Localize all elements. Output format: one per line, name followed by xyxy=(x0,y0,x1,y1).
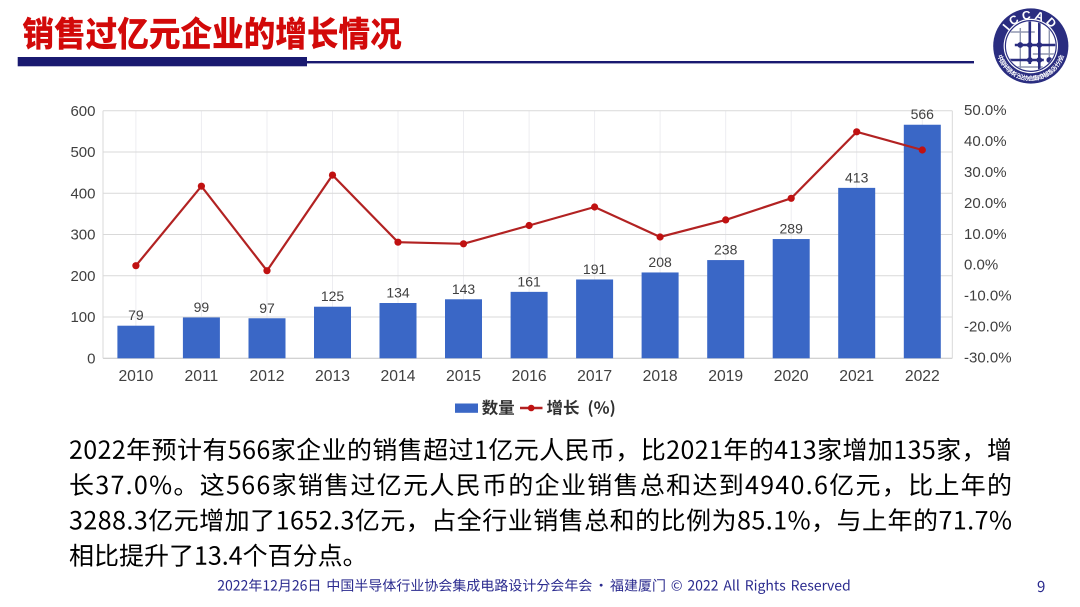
svg-text:161: 161 xyxy=(517,273,541,289)
svg-text:2019: 2019 xyxy=(708,368,743,385)
svg-text:-10.0%: -10.0% xyxy=(964,288,1012,305)
svg-text:20.0%: 20.0% xyxy=(964,195,1007,212)
svg-text:200: 200 xyxy=(70,268,95,285)
svg-text:400: 400 xyxy=(70,185,95,202)
svg-text:99: 99 xyxy=(194,299,210,315)
svg-text:289: 289 xyxy=(780,221,804,237)
svg-text:2021: 2021 xyxy=(839,368,874,385)
svg-text:-20.0%: -20.0% xyxy=(964,319,1012,336)
svg-text:40.0%: 40.0% xyxy=(964,133,1007,150)
svg-text:2018: 2018 xyxy=(643,368,678,385)
svg-text:134: 134 xyxy=(386,285,410,301)
svg-text:600: 600 xyxy=(70,103,95,120)
svg-text:100: 100 xyxy=(70,309,95,326)
svg-text:300: 300 xyxy=(70,227,95,244)
svg-text:0: 0 xyxy=(87,351,95,368)
svg-text:125: 125 xyxy=(321,288,345,304)
svg-text:208: 208 xyxy=(648,254,672,270)
svg-text:10.0%: 10.0% xyxy=(964,226,1007,243)
svg-text:2013: 2013 xyxy=(315,368,350,385)
svg-text:566: 566 xyxy=(911,106,935,122)
svg-text:2015: 2015 xyxy=(446,368,481,385)
svg-text:2017: 2017 xyxy=(577,368,612,385)
svg-text:191: 191 xyxy=(583,261,607,277)
svg-text:2016: 2016 xyxy=(512,368,547,385)
svg-text:238: 238 xyxy=(714,242,738,258)
svg-text:0.0%: 0.0% xyxy=(964,257,998,274)
svg-text:30.0%: 30.0% xyxy=(964,164,1007,181)
svg-text:97: 97 xyxy=(259,300,275,316)
svg-text:2014: 2014 xyxy=(381,368,416,385)
svg-text:2011: 2011 xyxy=(185,368,219,385)
svg-text:50.0%: 50.0% xyxy=(964,102,1007,119)
svg-text:79: 79 xyxy=(128,307,144,323)
svg-text:2020: 2020 xyxy=(774,368,809,385)
svg-text:143: 143 xyxy=(452,281,476,297)
svg-text:2022: 2022 xyxy=(905,368,940,385)
svg-text:2010: 2010 xyxy=(118,368,153,385)
svg-text:413: 413 xyxy=(845,169,869,185)
svg-text:2012: 2012 xyxy=(250,368,285,385)
svg-text:-30.0%: -30.0% xyxy=(964,350,1012,367)
svg-text:500: 500 xyxy=(70,144,95,161)
